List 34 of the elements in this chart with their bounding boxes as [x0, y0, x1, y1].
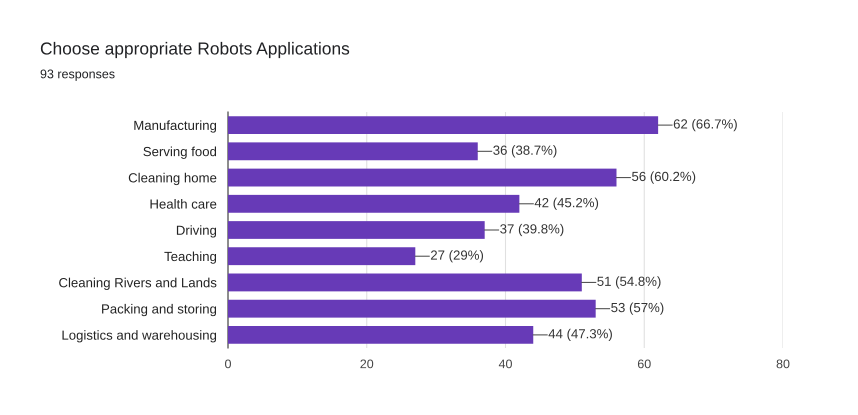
data-label: 42 (45.2%) — [534, 198, 598, 210]
y-tick-label: Serving food — [143, 146, 216, 159]
y-tick-label: Packing and storing — [102, 304, 216, 316]
bar — [228, 194, 520, 213]
y-tick-label: Logistics and warehousing — [62, 330, 216, 342]
bar — [228, 142, 478, 160]
data-label: 51 (54.8%) — [597, 276, 661, 289]
y-tick-label: Driving — [176, 225, 216, 238]
y-tick-label: Manufacturing — [134, 120, 216, 133]
bar — [228, 116, 658, 134]
bar — [228, 168, 616, 186]
data-label: 36 (38.7%) — [493, 145, 556, 158]
bar — [228, 326, 534, 344]
chart-title: Choose appropriate Robots Applications — [40, 42, 350, 58]
x-tick-label: 60 — [638, 359, 651, 368]
y-tick-label: Cleaning home — [128, 172, 216, 186]
bar — [228, 247, 416, 266]
data-label: 56 (60.2%) — [632, 171, 696, 184]
x-tick-label: 40 — [498, 359, 512, 368]
y-tick-label: Teaching — [164, 251, 216, 264]
data-label: 62 (66.7%) — [674, 118, 737, 132]
x-tick-label: 0 — [225, 359, 231, 368]
data-label: 27 (29%) — [430, 250, 484, 262]
bar — [228, 274, 582, 292]
x-tick-label: 80 — [776, 359, 790, 368]
bar — [228, 221, 485, 239]
data-label: 53 (57%) — [611, 302, 664, 315]
y-tick-label: Cleaning Rivers and Lands — [59, 278, 216, 290]
data-label: 44 (47.3%) — [548, 328, 612, 342]
bar — [228, 300, 596, 318]
x-tick-label: 20 — [360, 359, 374, 368]
y-tick-label: Health care — [150, 198, 216, 209]
text: 93 responses — [40, 70, 115, 81]
data-label: 37 (39.8%) — [500, 224, 564, 236]
